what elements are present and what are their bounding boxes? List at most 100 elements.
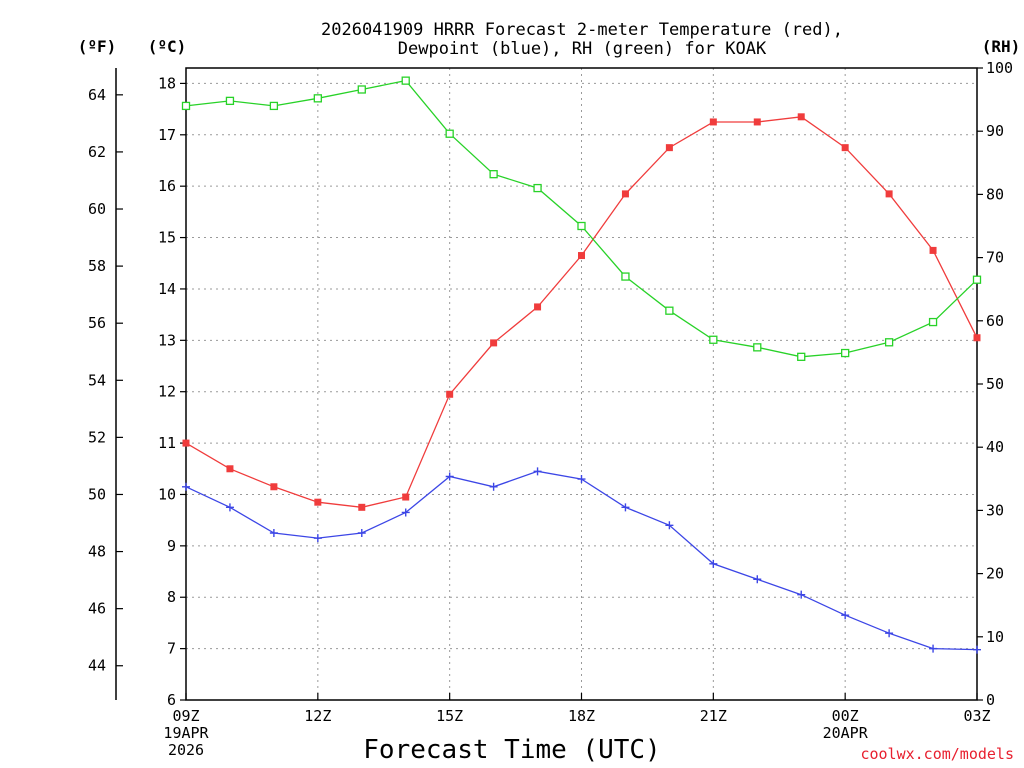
rh-point — [709, 335, 718, 344]
fahrenheit-tick-label: 62 — [88, 143, 106, 161]
rh-unit-label: (RH) — [982, 37, 1021, 56]
2-meter-temperature-point — [490, 339, 498, 347]
rh-tick-label: 30 — [986, 501, 1004, 519]
chart-title-line-1: 2026041909 HRRR Forecast 2-meter Tempera… — [321, 20, 843, 40]
celsius-tick-label: 17 — [158, 126, 176, 144]
fahrenheit-tick-label: 58 — [88, 257, 106, 275]
rh-point — [445, 129, 454, 138]
data-series — [181, 76, 982, 654]
fahrenheit-tick-label: 60 — [88, 200, 106, 218]
2-meter-temperature-line — [185, 116, 978, 508]
celsius-tick-label: 15 — [158, 229, 176, 247]
rh-point — [401, 76, 410, 85]
celsius-tick-label: 8 — [167, 588, 176, 606]
2-meter-temperature-point — [885, 190, 893, 198]
dewpoint-point — [225, 503, 234, 512]
rh-point — [753, 343, 762, 352]
dewpoint-point — [885, 629, 894, 638]
chart-title-line-2: Dewpoint (blue), RH (green) for KOAK — [398, 39, 767, 59]
rh-tick-label: 70 — [986, 249, 1004, 267]
rh-point — [841, 348, 850, 358]
rh-tick-label: 80 — [986, 185, 1004, 203]
2-meter-temperature-point — [402, 493, 410, 501]
dewpoint-point — [445, 472, 454, 481]
x-tick-label: 00Z — [832, 707, 859, 725]
2-meter-temperature-point — [753, 118, 761, 126]
2-meter-temperature-point — [578, 252, 585, 260]
2-meter-temperature-point — [665, 144, 673, 152]
2-meter-temperature-point — [270, 483, 278, 491]
rh-point — [313, 94, 322, 103]
dewpoint-point — [841, 611, 850, 620]
x-tick-label: 09Z — [172, 707, 199, 725]
celsius-tick-label: 16 — [158, 177, 176, 195]
rh-point — [225, 96, 235, 106]
rh-tick-label: 50 — [986, 375, 1004, 393]
dewpoint-point — [797, 590, 806, 599]
x-tick-label: 03Z — [963, 707, 990, 725]
2-meter-temperature-point — [446, 390, 454, 398]
fahrenheit-tick-label: 54 — [88, 371, 106, 389]
celsius-tick-label: 11 — [158, 434, 176, 452]
fahrenheit-unit-label: (ºF) — [78, 37, 117, 56]
2-meter-temperature-point — [314, 498, 322, 506]
axis-ticks: 6 7 8 9 10 11 12 13 14 15 16 17 18 44 46 48 50 52 54 56 58 60… — [88, 59, 1013, 759]
fahrenheit-tick-label: 64 — [88, 86, 106, 104]
dewpoint-point — [182, 482, 190, 491]
rh-tick-label: 0 — [986, 691, 995, 709]
grid-lines — [186, 68, 977, 700]
celsius-tick-label: 6 — [167, 691, 176, 709]
rh-point — [928, 317, 938, 327]
fahrenheit-tick-label: 48 — [88, 543, 106, 561]
dewpoint-point — [533, 467, 542, 476]
rh-point — [533, 183, 542, 193]
rh-point — [884, 338, 894, 347]
2-meter-temperature-point — [182, 439, 190, 447]
dewpoint-point — [489, 482, 498, 491]
celsius-tick-label: 12 — [158, 383, 176, 401]
rh-point — [665, 306, 674, 315]
celsius-unit-label: (ºC) — [148, 37, 187, 56]
celsius-tick-label: 14 — [158, 280, 176, 298]
credit-text: coolwx.com/models — [860, 745, 1014, 763]
rh-point — [269, 101, 279, 111]
dewpoint-point — [313, 534, 322, 543]
dewpoint-point — [357, 529, 366, 538]
2-meter-temperature-point — [534, 303, 542, 311]
rh-tick-label: 100 — [986, 59, 1013, 77]
x-tick-label: 19APR — [163, 724, 209, 742]
2-meter-temperature-point — [358, 503, 366, 511]
dewpoint-point — [753, 575, 762, 584]
2-meter-temperature-point — [841, 144, 849, 152]
celsius-tick-label: 18 — [158, 74, 176, 92]
rh-point — [577, 221, 586, 231]
rh-point — [621, 272, 630, 281]
2-meter-temperature-point — [797, 113, 805, 121]
celsius-tick-label: 13 — [158, 331, 176, 349]
2-meter-temperature-point — [973, 334, 981, 342]
rh-point — [489, 170, 498, 179]
dewpoint-point — [577, 475, 586, 484]
x-tick-label: 15Z — [436, 707, 463, 725]
rh-point — [797, 352, 806, 361]
x-tick-label: 21Z — [700, 707, 727, 725]
dewpoint-point — [709, 559, 718, 568]
dewpoint-point — [269, 529, 278, 538]
dewpoint-point — [973, 645, 981, 654]
celsius-tick-label: 9 — [167, 537, 176, 555]
plot-frame — [185, 67, 978, 701]
fahrenheit-tick-label: 52 — [88, 428, 106, 446]
celsius-tick-label: 10 — [158, 485, 176, 503]
celsius-tick-label: 7 — [167, 640, 176, 658]
x-tick-label: 18Z — [568, 707, 595, 725]
2-meter-temperature-point — [929, 246, 937, 254]
fahrenheit-tick-label: 56 — [88, 314, 106, 332]
dewpoint-point — [929, 644, 938, 653]
x-tick-label: 2026 — [168, 741, 204, 759]
x-axis-label: Forecast Time (UTC) — [363, 735, 660, 765]
dewpoint-point — [621, 503, 630, 512]
rh-tick-label: 40 — [986, 438, 1004, 456]
x-tick-label: 12Z — [304, 707, 331, 725]
2-meter-temperature-point — [709, 118, 717, 126]
